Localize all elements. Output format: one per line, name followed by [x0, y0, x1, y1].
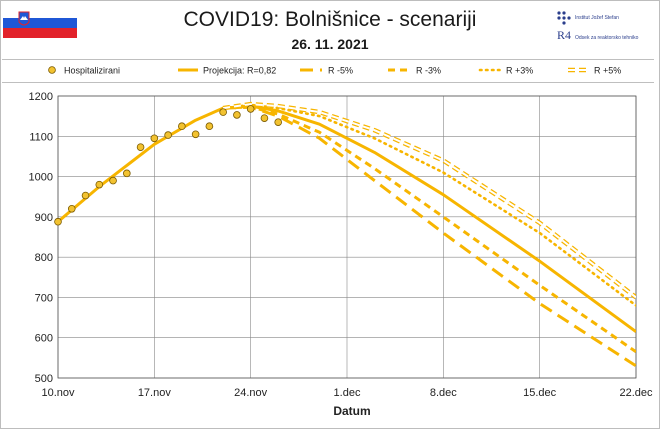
- data-point: [123, 169, 131, 178]
- x-tick-label: 10.nov: [41, 387, 75, 399]
- x-tick-label: 15.dec: [523, 387, 557, 399]
- plot-border: [57, 95, 637, 379]
- data-point: [150, 134, 159, 143]
- x-tick-label: 17.nov: [138, 387, 172, 399]
- series-line-3-stroke: [221, 103, 636, 307]
- ijs-logo-text: Institut Jožef Stefan: [575, 15, 619, 21]
- series-line-4-stroke: [222, 101, 636, 300]
- y-tick-label: 600: [35, 333, 53, 345]
- flag-stripe-red: [3, 28, 77, 38]
- data-point: [164, 131, 172, 139]
- series-line-4: [222, 101, 636, 300]
- x-tick-label: 24.nov: [234, 387, 268, 399]
- legend-frame: [2, 59, 654, 83]
- series-line-3: [221, 103, 636, 307]
- legend-label: Hospitalizirani: [64, 66, 120, 76]
- series-line-2-stroke: [223, 105, 636, 354]
- data-point: [95, 180, 104, 189]
- data-point: [178, 122, 186, 131]
- legend-marker: [48, 66, 56, 74]
- legend-entry: R +5%: [568, 66, 621, 76]
- data-point: [136, 143, 145, 151]
- legend-entry: R +3%: [478, 66, 533, 76]
- legend-label: R +3%: [506, 66, 533, 76]
- data-point: [274, 118, 282, 126]
- axis-ticks: 500 600 700 800 900 1000 1100 1200 10.nov 17.nov 2…: [29, 91, 653, 399]
- flag-coat-of-arms: [18, 11, 30, 26]
- data-point: [233, 111, 241, 119]
- data-point: [260, 114, 269, 122]
- chart-date: 26. 11. 2021: [291, 36, 369, 52]
- y-tick-label: 900: [35, 212, 53, 224]
- slovenia-flag: [3, 8, 77, 38]
- data-point: [54, 217, 62, 226]
- legend-entry: Projekcija: R=0,82: [178, 66, 276, 76]
- legend-label: R +5%: [594, 66, 621, 76]
- legend-label: Projekcija: R=0,82: [203, 66, 276, 76]
- series-line-1: [223, 105, 636, 368]
- y-tick-label: 1200: [29, 91, 53, 103]
- data-point: [205, 122, 214, 131]
- y-tick-label: 700: [35, 292, 53, 304]
- legend: Hospitalizirani Projekcija: R=0,82 R -5% R …: [48, 66, 621, 76]
- x-tick-label: 1.dec: [334, 387, 361, 399]
- y-tick-label: 1000: [29, 172, 53, 184]
- legend-label: R -3%: [416, 66, 441, 76]
- r4-logo-mark: R4: [557, 28, 572, 42]
- institute-logos: Institut Jožef Stefan R4 Odsek za reakto…: [556, 10, 656, 50]
- flag-stripe-white: [3, 8, 77, 18]
- series-line-4-stroke-inner: [222, 103, 636, 299]
- y-tick-label: 500: [35, 373, 53, 385]
- x-tick-label: 22.dec: [619, 387, 653, 399]
- series-line-1-stroke: [223, 105, 636, 368]
- data-point: [219, 108, 227, 116]
- data-point: [191, 130, 200, 139]
- flag-stripe-blue: [3, 18, 77, 28]
- r4-logo-text: Odsek za reaktorsko tehniko: [575, 35, 639, 41]
- legend-entry: Hospitalizirani: [48, 66, 120, 76]
- ijs-logo-icon: [557, 11, 571, 25]
- legend-entry: R -3%: [388, 66, 441, 76]
- y-tick-label: 1100: [29, 131, 53, 143]
- chart-title: COVID19: Bolnišnice - scenariji: [183, 8, 477, 31]
- data-point: [67, 205, 76, 213]
- data-point: [81, 191, 90, 200]
- y-tick-label: 800: [35, 252, 53, 264]
- data-point: [109, 176, 117, 185]
- series-line-0: [58, 104, 636, 333]
- x-axis-title: Datum: [333, 404, 370, 418]
- data-point: [246, 105, 255, 113]
- plot-markers: [54, 105, 282, 226]
- legend-entry: R -5%: [300, 66, 353, 76]
- series-line-0-stroke: [58, 104, 636, 333]
- x-tick-label: 8.dec: [430, 387, 457, 399]
- legend-label: R -5%: [328, 66, 353, 76]
- series-line-2: [223, 105, 636, 354]
- plot-series: [58, 101, 636, 368]
